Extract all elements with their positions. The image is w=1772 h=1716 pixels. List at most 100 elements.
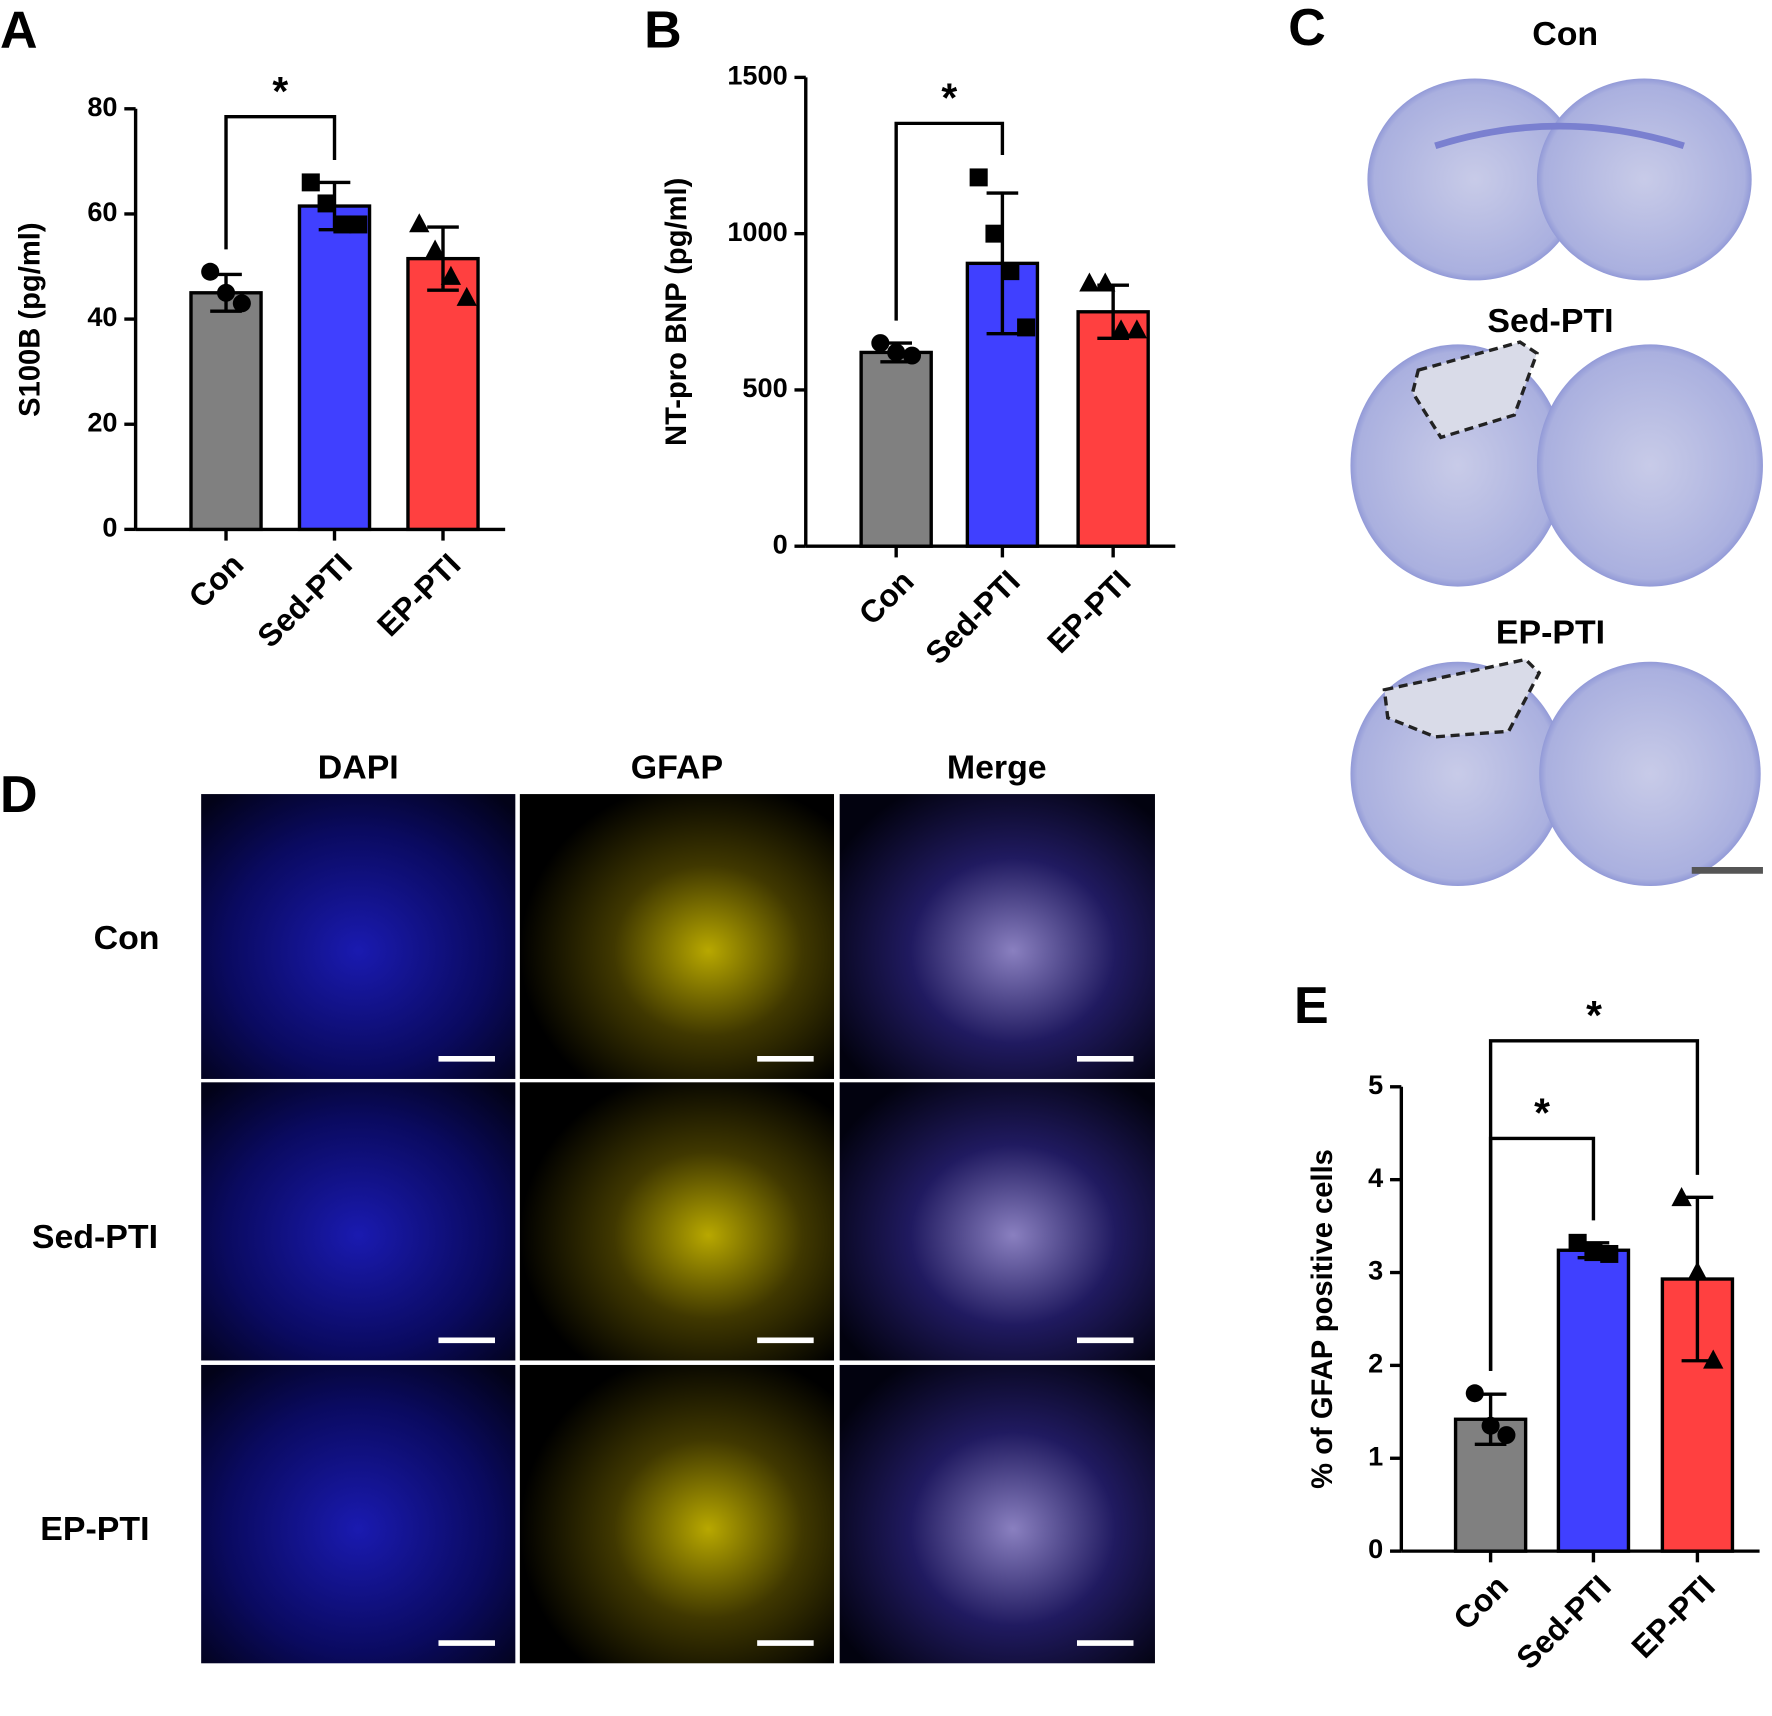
data-point <box>216 283 236 302</box>
micrograph-grid <box>201 794 1155 1664</box>
x-tick-label: Con <box>852 563 921 632</box>
y-axis-label: % of GFAP positive cells <box>1307 1149 1339 1489</box>
y-axis-label: S100B (pg/ml) <box>14 222 46 416</box>
data-point <box>1126 319 1148 339</box>
y-tick-label: 0 <box>1368 1534 1383 1564</box>
y-tick-label: 1500 <box>727 61 787 91</box>
y-tick-label: 80 <box>87 92 117 122</box>
panel-letter: E <box>1294 976 1329 1034</box>
column-header: GFAP <box>631 748 723 786</box>
y-tick-label: 2 <box>1368 1349 1383 1379</box>
column-header: DAPI <box>318 748 399 786</box>
y-tick-label: 40 <box>87 302 117 332</box>
brain-label: EP-PTI <box>1496 614 1605 652</box>
row-label: EP-PTI <box>40 1510 149 1548</box>
y-tick-label: 500 <box>742 373 787 403</box>
y-tick-label: 4 <box>1368 1163 1383 1193</box>
data-point <box>409 213 430 233</box>
y-tick-label: 0 <box>773 529 788 559</box>
data-point <box>1110 319 1132 339</box>
significance-label: * <box>941 75 957 121</box>
data-point <box>1568 1233 1587 1252</box>
data-point <box>985 224 1004 243</box>
data-point <box>1687 1261 1708 1281</box>
panel-letter: C <box>1288 0 1326 56</box>
data-point <box>301 173 320 192</box>
x-tick-label: Sed-PTI <box>1509 1568 1618 1676</box>
brain-section <box>1367 78 1752 281</box>
x-tick-label: EP-PTI <box>1040 563 1138 660</box>
data-point <box>232 294 251 313</box>
data-point <box>969 168 988 187</box>
data-point <box>871 334 890 353</box>
y-axis-label: NT-pro BNP (pg/ml) <box>661 178 693 446</box>
significance-label: * <box>272 68 288 114</box>
y-tick-label: 3 <box>1368 1256 1383 1286</box>
data-point <box>1584 1243 1603 1262</box>
data-point <box>440 265 462 285</box>
micrograph <box>839 1364 1155 1664</box>
brain-label: Sed-PTI <box>1487 302 1613 340</box>
data-point <box>1001 262 1020 281</box>
data-point <box>1017 318 1036 337</box>
micrograph <box>839 1082 1155 1361</box>
x-tick-label: EP-PTI <box>370 546 468 643</box>
data-point <box>1481 1416 1500 1435</box>
data-point <box>902 346 922 365</box>
data-point <box>424 239 446 259</box>
brain-section <box>1350 340 1763 587</box>
y-tick-label: 1000 <box>727 217 787 247</box>
row-label: Sed-PTI <box>32 1218 158 1256</box>
data-point <box>1703 1349 1724 1369</box>
bar <box>1076 310 1150 548</box>
micrograph <box>519 1082 835 1361</box>
data-point <box>333 215 352 234</box>
data-point <box>349 215 368 234</box>
significance-bracket <box>894 121 1005 321</box>
micrograph <box>519 794 835 1079</box>
y-tick-label: 60 <box>87 197 117 227</box>
data-point <box>1465 1384 1484 1403</box>
panel-letter: A <box>0 0 38 58</box>
y-tick-label: 0 <box>102 513 117 543</box>
data-point <box>1095 272 1116 292</box>
data-point <box>456 286 477 306</box>
data-point <box>201 262 220 281</box>
error-bar <box>427 225 459 292</box>
data-point <box>887 343 906 362</box>
micrograph <box>519 1364 835 1664</box>
x-tick-label: Sed-PTI <box>918 563 1027 671</box>
y-tick-label: 20 <box>87 407 117 437</box>
y-tick-label: 1 <box>1368 1441 1383 1471</box>
bar <box>1556 1248 1631 1553</box>
significance-label: * <box>1534 1090 1550 1136</box>
column-header: Merge <box>947 748 1047 786</box>
bar <box>859 350 933 548</box>
x-tick-label: Con <box>1446 1568 1515 1637</box>
data-point <box>1600 1244 1619 1263</box>
x-tick-label: EP-PTI <box>1624 1568 1722 1665</box>
data-point <box>317 194 336 213</box>
x-tick-label: Sed-PTI <box>250 546 359 654</box>
data-point <box>1079 272 1100 292</box>
micrograph <box>201 1364 516 1664</box>
bar <box>189 291 263 532</box>
panel-letter: D <box>0 765 38 823</box>
significance-label: * <box>1586 992 1602 1038</box>
micrograph <box>839 794 1155 1079</box>
brain-label: Con <box>1532 15 1598 53</box>
panel-letter: B <box>644 0 682 58</box>
significance-bracket <box>224 114 337 250</box>
micrograph <box>201 1082 516 1361</box>
x-tick-label: Con <box>181 546 250 615</box>
y-tick-label: 5 <box>1368 1070 1383 1100</box>
data-point <box>1671 1187 1692 1207</box>
data-point <box>1497 1426 1516 1445</box>
significance-bracket <box>1488 1039 1700 1371</box>
row-label: Con <box>94 919 160 957</box>
brain-section <box>1350 657 1761 887</box>
bar <box>297 204 372 532</box>
micrograph <box>201 794 516 1079</box>
